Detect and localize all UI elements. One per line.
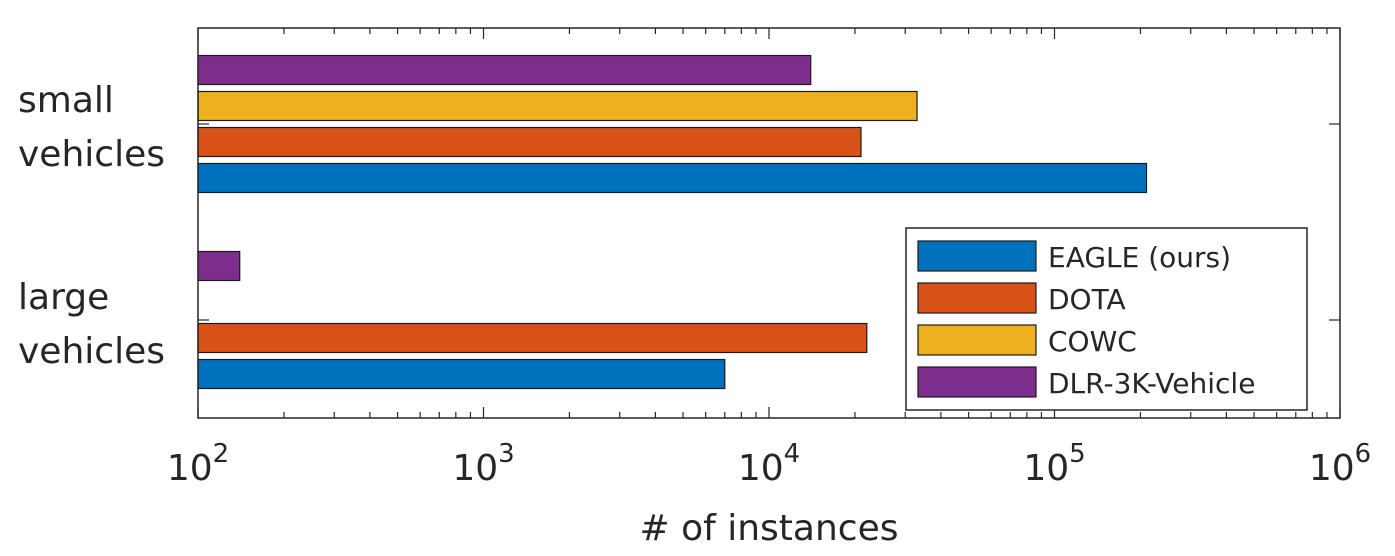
legend-label: EAGLE (ours) — [1048, 241, 1231, 274]
x-tick-labels: 102 103 104 105 106 — [167, 439, 1371, 489]
x-axis-title: # of instances — [639, 508, 898, 549]
bar-small-dota — [197, 126, 862, 158]
bar-small-eagle-ours — [197, 162, 1148, 194]
legend-swatch — [917, 366, 1037, 398]
legend-label: DLR-3K-Vehicle — [1048, 367, 1255, 400]
tick-marks — [197, 28, 1341, 418]
x-tick-label: 106 — [1309, 439, 1371, 489]
category-label-large-line2: vehicles — [18, 331, 165, 372]
legend-label: DOTA — [1048, 283, 1126, 316]
legend-swatch — [917, 282, 1037, 314]
category-label-small-line1: small — [18, 80, 114, 121]
x-tick-label: 104 — [738, 439, 800, 489]
legend-swatch — [917, 324, 1037, 356]
x-tick-label: 102 — [167, 439, 229, 489]
bars-layer — [197, 54, 1148, 390]
legend-swatch — [917, 240, 1037, 272]
category-labels: small vehicles large vehicles — [18, 80, 165, 372]
bar-small-dlr-3k-vehicle — [197, 54, 812, 86]
bar-large-dlr-3k-vehicle — [197, 250, 241, 282]
bar-large-dota — [197, 322, 868, 354]
category-label-small-line2: vehicles — [18, 134, 165, 175]
category-label-large-line1: large — [18, 277, 109, 318]
legend: EAGLE (ours) DOTA COWC DLR-3K-Vehicle — [905, 227, 1308, 411]
legend-label: COWC — [1048, 325, 1137, 358]
bar-small-cowc — [197, 90, 918, 122]
bar-large-eagle-ours — [197, 358, 726, 390]
x-tick-label: 105 — [1023, 439, 1085, 489]
x-tick-label: 103 — [452, 439, 514, 489]
